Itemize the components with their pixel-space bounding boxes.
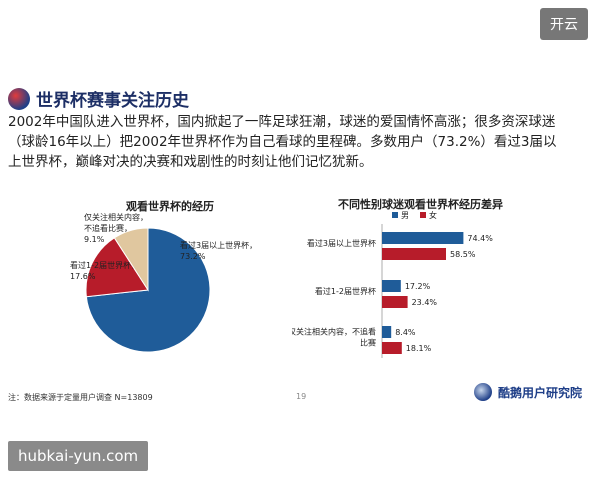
bar-value-label-1-1: 23.4% bbox=[412, 298, 438, 307]
section-header: 世界杯赛事关注历史 bbox=[8, 86, 189, 111]
bar-value-label-1-0: 17.2% bbox=[405, 282, 431, 291]
legend-label-0: 男 bbox=[401, 211, 409, 220]
bar-0-0 bbox=[382, 232, 464, 244]
category-label-1: 看过1-2届世界杯 bbox=[315, 286, 376, 296]
bar-0-1 bbox=[382, 248, 447, 260]
category-label-2: 仅关注相关内容，不追看比赛 bbox=[292, 327, 376, 348]
brand-logo: 酷鹅用户研究院 bbox=[473, 383, 582, 401]
pie-chart-title: 观看世界杯的经历 bbox=[126, 200, 214, 213]
page-number: 19 bbox=[296, 392, 307, 401]
pie-label-2: 仅关注相关内容，不追看比赛， 9.1% bbox=[84, 212, 148, 244]
bar-1-1 bbox=[382, 296, 408, 308]
pie-slice-2 bbox=[113, 227, 149, 292]
legend-swatch-1 bbox=[420, 212, 426, 218]
bar-chart: 男 女看过3届以上世界杯 74.4% 58.5% 看过1-2届世界杯 17.2% 23.4%… bbox=[288, 206, 592, 366]
bar-2-0 bbox=[382, 326, 392, 338]
pie-label-1: 看过1-2届世界杯， 17.6% bbox=[70, 260, 139, 281]
pie-slice-1 bbox=[85, 237, 149, 298]
logo-icon bbox=[8, 87, 30, 110]
legend-swatch-0 bbox=[392, 212, 398, 218]
data-source-note: 注：数据来源于定量用户调查 N=13809 bbox=[8, 393, 153, 402]
page-title: 世界杯赛事关注历史 bbox=[36, 91, 189, 111]
bar-value-label-0-0: 74.4% bbox=[467, 234, 493, 243]
toggle-button[interactable]: 开云 bbox=[540, 8, 588, 40]
bar-value-label-2-1: 18.1% bbox=[406, 344, 432, 353]
pie-chart-svg: 看过3届以上世界杯， 73.2% 看过1-2届世界杯， 17.6% 仅关注相关内容，不追… bbox=[70, 212, 257, 353]
bar-value-label-0-1: 58.5% bbox=[450, 250, 476, 259]
legend-label-1: 女 bbox=[429, 210, 437, 220]
watermark: hubkai-yun.com bbox=[8, 441, 149, 471]
bar-value-label-2-0: 8.4% bbox=[395, 328, 416, 337]
pie-label-0: 看过3届以上世界杯， 73.2% bbox=[180, 240, 257, 261]
penguin-icon bbox=[473, 383, 492, 401]
brand-name: 酷鹅用户研究院 bbox=[497, 385, 582, 400]
category-label-0: 看过3届以上世界杯 bbox=[307, 238, 376, 248]
pie-chart: 看过3届以上世界杯， 73.2% 看过1-2届世界杯， 17.6% 仅关注相关内容，不追… bbox=[68, 212, 268, 362]
bar-2-1 bbox=[382, 342, 402, 354]
intro-paragraph: 2002年中国队进入世界杯，国内掀起了一阵足球狂潮，球迷的爱国情怀高涨；很多资深… bbox=[8, 114, 557, 170]
bar-chart-title: 不同性别球迷观看世界杯经历差异 bbox=[338, 198, 503, 211]
bar-1-0 bbox=[382, 280, 401, 292]
